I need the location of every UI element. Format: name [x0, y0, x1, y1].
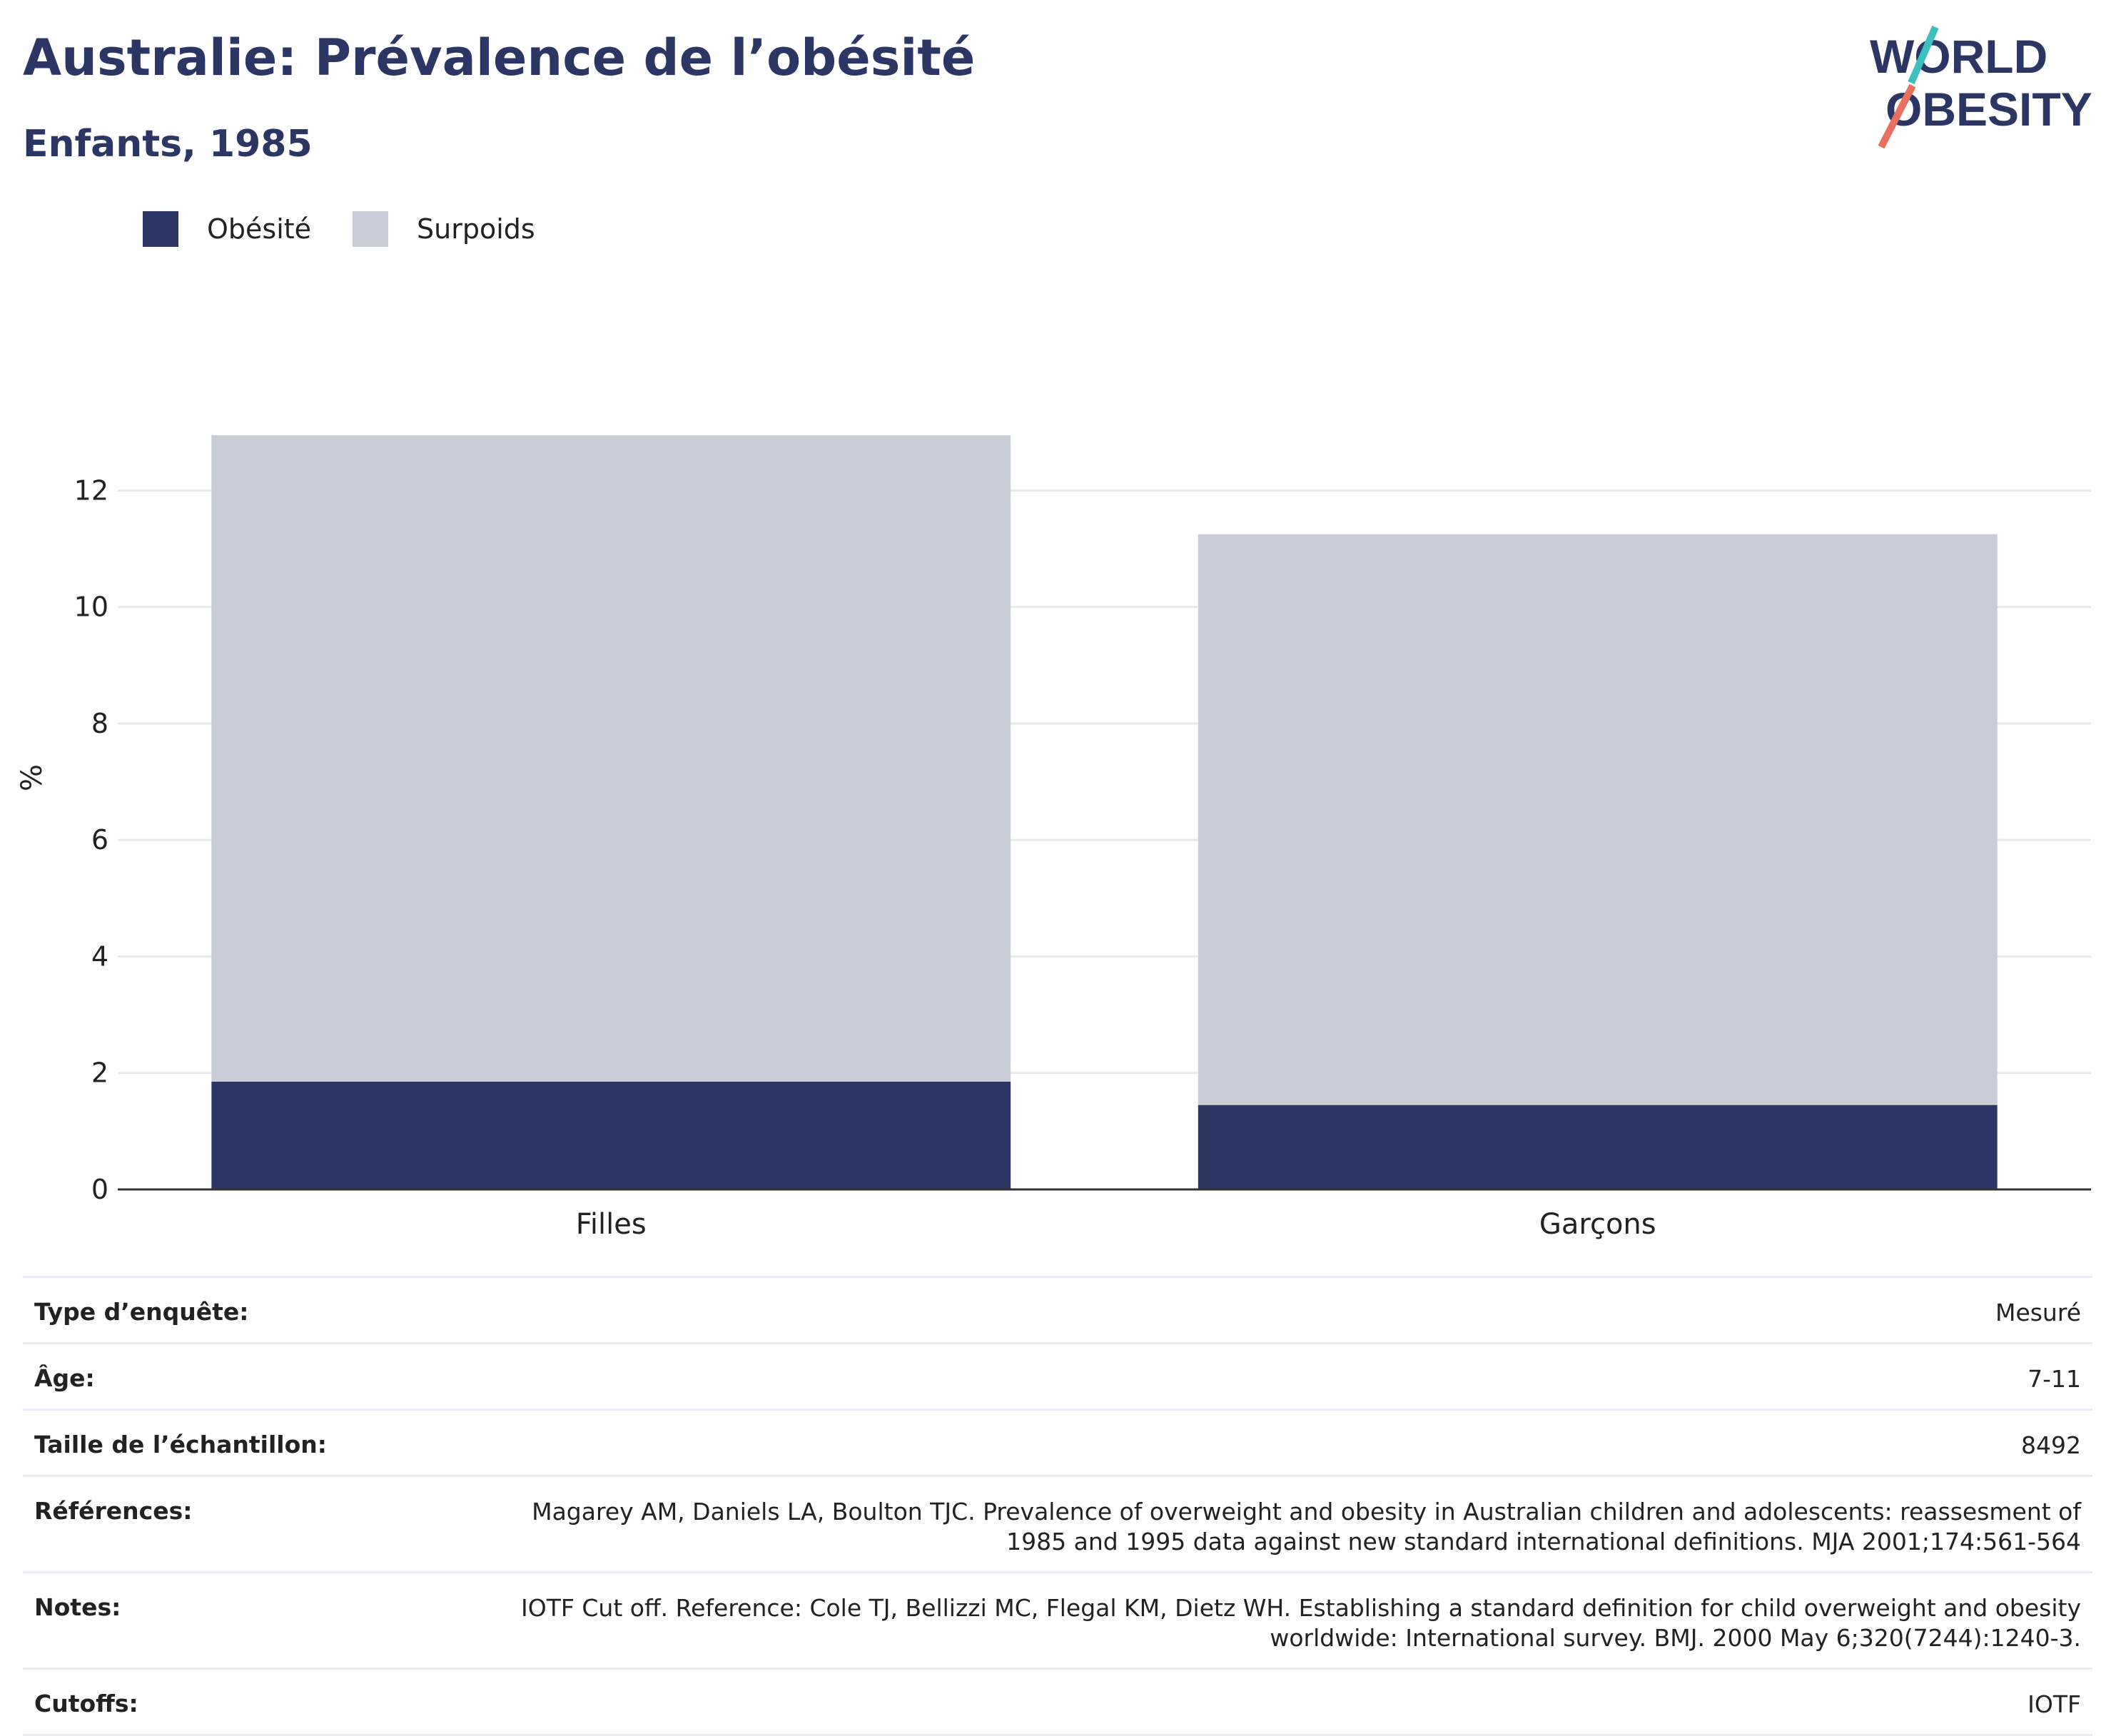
legend-label-surpoids: Surpoids — [417, 213, 535, 245]
legend-swatch-obesite — [143, 211, 178, 247]
chart-title: Australie: Prévalence de l’obésité — [23, 29, 976, 87]
meta-value-line: Mesuré — [1995, 1299, 2081, 1326]
legend-label-obesite: Obésité — [207, 213, 312, 245]
y-tick-label-0: 0 — [91, 1174, 108, 1205]
y-tick-label-10: 10 — [74, 592, 108, 623]
y-tick-label-8: 8 — [91, 708, 108, 739]
meta-key: Références: — [23, 1475, 367, 1573]
y-axis-label: % — [16, 764, 49, 791]
meta-value: 7-11 — [366, 1342, 2092, 1410]
chart-subtitle: Enfants, 1985 — [23, 123, 313, 166]
y-tick-label-6: 6 — [91, 824, 108, 856]
x-tick-label-1: Garçons — [1539, 1208, 1656, 1241]
meta-value-line: 1985 and 1995 data against new standard … — [1006, 1528, 2081, 1555]
meta-value: 8492 — [366, 1408, 2092, 1476]
meta-value-line: worldwide: International survey. BMJ. 20… — [1270, 1624, 2081, 1652]
legend-item-obesite[interactable]: Obésité — [143, 211, 311, 247]
meta-row: Âge: 7-11 — [23, 1342, 2092, 1410]
meta-row: Type d’enquête: Mesuré — [23, 1276, 2092, 1344]
meta-row: Cutoffs: IOTF — [23, 1668, 2092, 1736]
logo-line2: OBESITY — [1885, 83, 2092, 136]
x-tick-label-0: Filles — [576, 1208, 647, 1241]
meta-row: Références: Magarey AM, Daniels LA, Boult… — [23, 1475, 2092, 1573]
world-obesity-logo: WORLD OBESITY — [1870, 26, 2092, 149]
meta-row: Taille de l’échantillon: 8492 — [23, 1408, 2092, 1476]
meta-value: IOTF — [366, 1668, 2092, 1736]
bar-filles-surpoids — [211, 435, 1011, 1082]
meta-value-line: 7-11 — [2028, 1365, 2081, 1393]
meta-value-line: IOTF Cut off. Reference: Cole TJ, Belliz… — [521, 1594, 2081, 1622]
logo-line1: WORLD — [1870, 30, 2047, 83]
logo-accent-top — [1908, 26, 1939, 84]
legend: Obésité Surpoids — [143, 211, 577, 247]
bar-garçons-obésité — [1198, 1105, 1998, 1189]
legend-swatch-surpoids — [353, 211, 389, 247]
logo-accent-bottom — [1878, 83, 1916, 149]
meta-value-line: IOTF — [2028, 1690, 2081, 1718]
meta-key: Âge: — [23, 1342, 367, 1410]
meta-value: Magarey AM, Daniels LA, Boulton TJC. Pre… — [366, 1475, 2092, 1573]
meta-value-line: 8492 — [2021, 1431, 2081, 1459]
meta-key: Notes: — [23, 1571, 367, 1669]
y-tick-label-4: 4 — [91, 940, 108, 972]
y-tick-label-12: 12 — [74, 474, 108, 506]
bar-chart: 0 2 4 6 8 10 12% Filles Garçons — [16, 435, 2091, 1241]
meta-key: Type d’enquête: — [23, 1276, 367, 1344]
meta-row: Notes: IOTF Cut off. Reference: Cole TJ, … — [23, 1571, 2092, 1669]
bar-filles-obésité — [211, 1081, 1011, 1189]
meta-value: IOTF Cut off. Reference: Cole TJ, Belliz… — [366, 1571, 2092, 1669]
metadata-table: Type d’enquête: Mesuré Âge: 7-11 Taille de l… — [23, 1276, 2092, 1736]
bar-garçons-surpoids — [1198, 534, 1998, 1105]
meta-value: Mesuré — [366, 1276, 2092, 1344]
legend-item-surpoids[interactable]: Surpoids — [353, 211, 535, 247]
meta-value-line: Magarey AM, Daniels LA, Boulton TJC. Pre… — [532, 1498, 2081, 1526]
meta-key: Cutoffs: — [23, 1668, 367, 1736]
meta-key: Taille de l’échantillon: — [23, 1408, 367, 1476]
y-tick-label-2: 2 — [91, 1057, 108, 1089]
